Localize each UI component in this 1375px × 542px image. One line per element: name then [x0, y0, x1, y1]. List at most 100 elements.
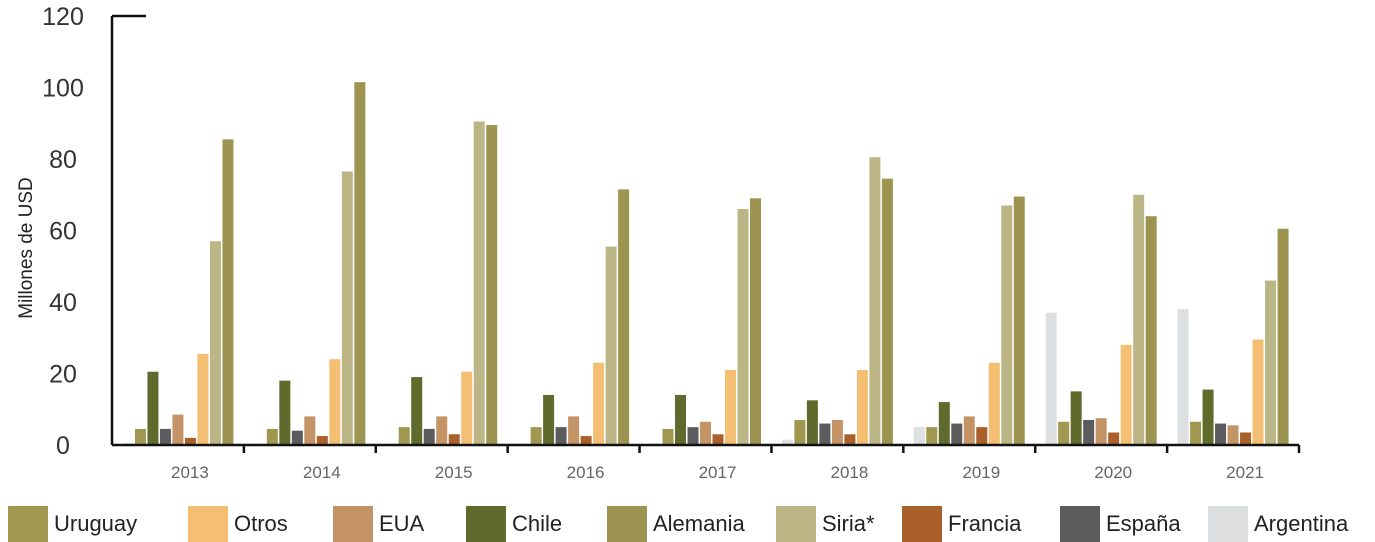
bar	[1045, 312, 1057, 445]
y-axis-label: Millones de USD	[16, 177, 37, 319]
legend-label: España	[1106, 511, 1181, 536]
y-tick-label: 100	[42, 75, 84, 103]
bar	[1133, 194, 1145, 445]
y-axis-tick-labels: 0 20 40 60 80 100 120	[42, 3, 84, 460]
bar	[304, 416, 316, 445]
y-tick-label: 20	[49, 361, 77, 389]
y-tick-label: 120	[42, 3, 84, 31]
bar	[398, 427, 410, 446]
legend-label: Chile	[512, 511, 563, 536]
bar	[737, 209, 749, 445]
x-tick-label: 2018	[830, 463, 868, 482]
legend-swatch	[188, 506, 228, 542]
bar	[209, 241, 221, 445]
bar	[963, 416, 975, 445]
x-tick-label: 2013	[171, 463, 209, 482]
bar	[448, 434, 460, 445]
bar	[222, 139, 234, 445]
bar	[329, 359, 341, 445]
bar	[568, 416, 580, 445]
bar	[1215, 423, 1227, 445]
bar	[436, 416, 448, 445]
legend-item: Uruguay	[8, 506, 137, 542]
bar	[473, 121, 485, 446]
bar	[1058, 421, 1070, 445]
bar	[316, 436, 328, 445]
x-tick-label: 2021	[1226, 463, 1264, 482]
legend-label: EUA	[379, 511, 425, 536]
bar	[580, 436, 592, 445]
bar	[341, 171, 353, 445]
bar	[354, 82, 366, 445]
x-axis-ticks	[242, 445, 1301, 453]
legend-label: Siria*	[822, 511, 875, 536]
legend-label: Otros	[234, 511, 288, 536]
bar	[411, 377, 423, 445]
chart-legend: Uruguay Otros EUA Chile Alemania Siria* Franci…	[0, 506, 1375, 542]
bar	[486, 125, 498, 445]
bar	[530, 427, 542, 446]
bar	[1190, 421, 1202, 445]
bar	[543, 394, 555, 445]
legend-label: Argentina	[1254, 511, 1349, 536]
x-tick-label: 2020	[1094, 463, 1132, 482]
legend-item: EUA	[333, 506, 424, 542]
bar	[712, 434, 724, 445]
bar	[951, 423, 963, 445]
bar	[662, 428, 674, 445]
bar	[856, 369, 868, 445]
legend-item: Chile	[466, 506, 562, 542]
bar	[831, 419, 843, 445]
bar	[1145, 216, 1157, 445]
bar	[781, 439, 793, 445]
bar	[750, 198, 761, 445]
y-tick-label: 60	[49, 218, 77, 246]
x-axis-tick-labels: 2013 2014 2015 2016 2017 2018 2019 2020 2021	[171, 463, 1264, 482]
bar	[794, 419, 806, 445]
bar	[1108, 432, 1120, 445]
bar	[423, 428, 435, 445]
legend-swatch	[8, 506, 48, 542]
x-tick-label: 2014	[303, 463, 341, 482]
bar	[605, 246, 617, 445]
x-tick-label: 2015	[435, 463, 473, 482]
legend-item: Argentina	[1208, 506, 1348, 542]
legend-swatch	[333, 506, 373, 542]
legend-swatch	[902, 506, 942, 542]
legend-item: Francia	[902, 506, 1021, 542]
bar	[1001, 205, 1013, 445]
legend-label: Francia	[948, 511, 1022, 536]
bar	[976, 427, 988, 446]
bar	[869, 157, 881, 445]
bar	[1120, 344, 1132, 445]
bar	[1202, 389, 1214, 445]
bar	[1240, 432, 1252, 445]
bar	[1277, 228, 1289, 445]
legend-item: Otros	[188, 506, 288, 542]
bar	[881, 178, 893, 445]
y-tick-label: 80	[49, 146, 77, 174]
legend-swatch	[1060, 506, 1100, 542]
bar	[593, 362, 605, 445]
bar	[687, 427, 699, 446]
bar	[700, 421, 711, 445]
legend-item: España	[1060, 506, 1181, 542]
bar	[1013, 196, 1025, 445]
bar	[147, 371, 159, 445]
y-tick-label: 0	[56, 432, 70, 460]
bar	[988, 362, 1000, 445]
bar	[725, 369, 736, 445]
bar	[266, 428, 278, 445]
bar	[1227, 425, 1239, 445]
legend-swatch	[1208, 506, 1248, 542]
x-tick-label: 2016	[567, 463, 605, 482]
bar	[291, 430, 303, 445]
legend-item: Alemania	[607, 506, 745, 542]
legend-item: Siria*	[776, 506, 875, 542]
legend-label: Alemania	[653, 511, 745, 536]
bar	[844, 434, 856, 445]
legend-swatch	[776, 506, 816, 542]
bar	[1252, 339, 1264, 445]
bar	[197, 353, 209, 445]
bar	[1083, 419, 1095, 445]
